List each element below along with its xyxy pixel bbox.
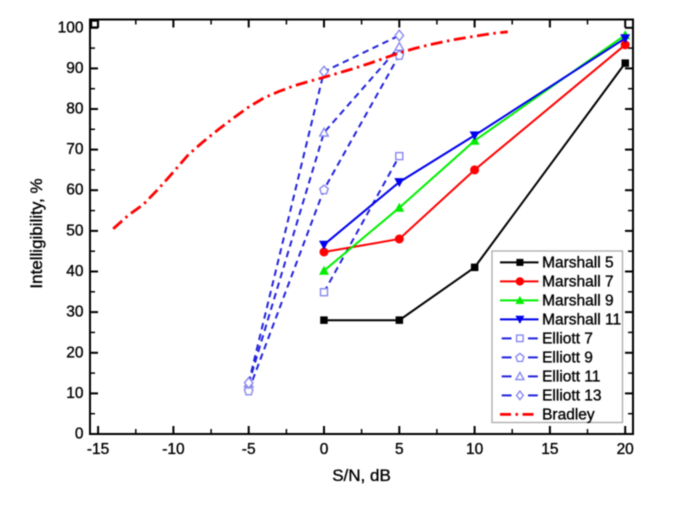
svg-text:Intelligibility, %: Intelligibility, %	[27, 178, 46, 288]
svg-text:-5: -5	[242, 441, 256, 458]
svg-text:100: 100	[58, 19, 84, 36]
svg-text:S/N, dB: S/N, dB	[332, 466, 391, 485]
svg-text:30: 30	[66, 304, 84, 321]
svg-text:Marshall 5: Marshall 5	[542, 255, 614, 272]
svg-text:40: 40	[66, 263, 84, 280]
svg-text:10: 10	[466, 441, 484, 458]
svg-text:Marshall 9: Marshall 9	[542, 293, 614, 310]
svg-text:Elliott 7: Elliott 7	[542, 331, 593, 348]
svg-text:15: 15	[541, 441, 558, 458]
svg-text:80: 80	[66, 101, 84, 118]
svg-text:-15: -15	[87, 441, 109, 458]
svg-text:20: 20	[66, 344, 84, 361]
svg-text:70: 70	[66, 141, 84, 158]
svg-text:5: 5	[395, 441, 404, 458]
svg-text:20: 20	[617, 441, 635, 458]
svg-text:Marshall 11: Marshall 11	[542, 312, 621, 329]
svg-text:0: 0	[75, 426, 84, 443]
svg-text:Elliott 9: Elliott 9	[542, 350, 593, 367]
svg-text:60: 60	[66, 182, 84, 199]
svg-text:90: 90	[66, 60, 84, 77]
svg-text:10: 10	[66, 385, 84, 402]
svg-text:-10: -10	[162, 441, 185, 458]
svg-text:Bradley: Bradley	[542, 407, 595, 424]
svg-text:0: 0	[320, 441, 329, 458]
svg-text:Elliott 13: Elliott 13	[542, 388, 601, 405]
svg-text:Elliott 11: Elliott 11	[542, 369, 600, 386]
svg-text:50: 50	[66, 222, 84, 239]
svg-text:Marshall 7: Marshall 7	[542, 274, 614, 291]
